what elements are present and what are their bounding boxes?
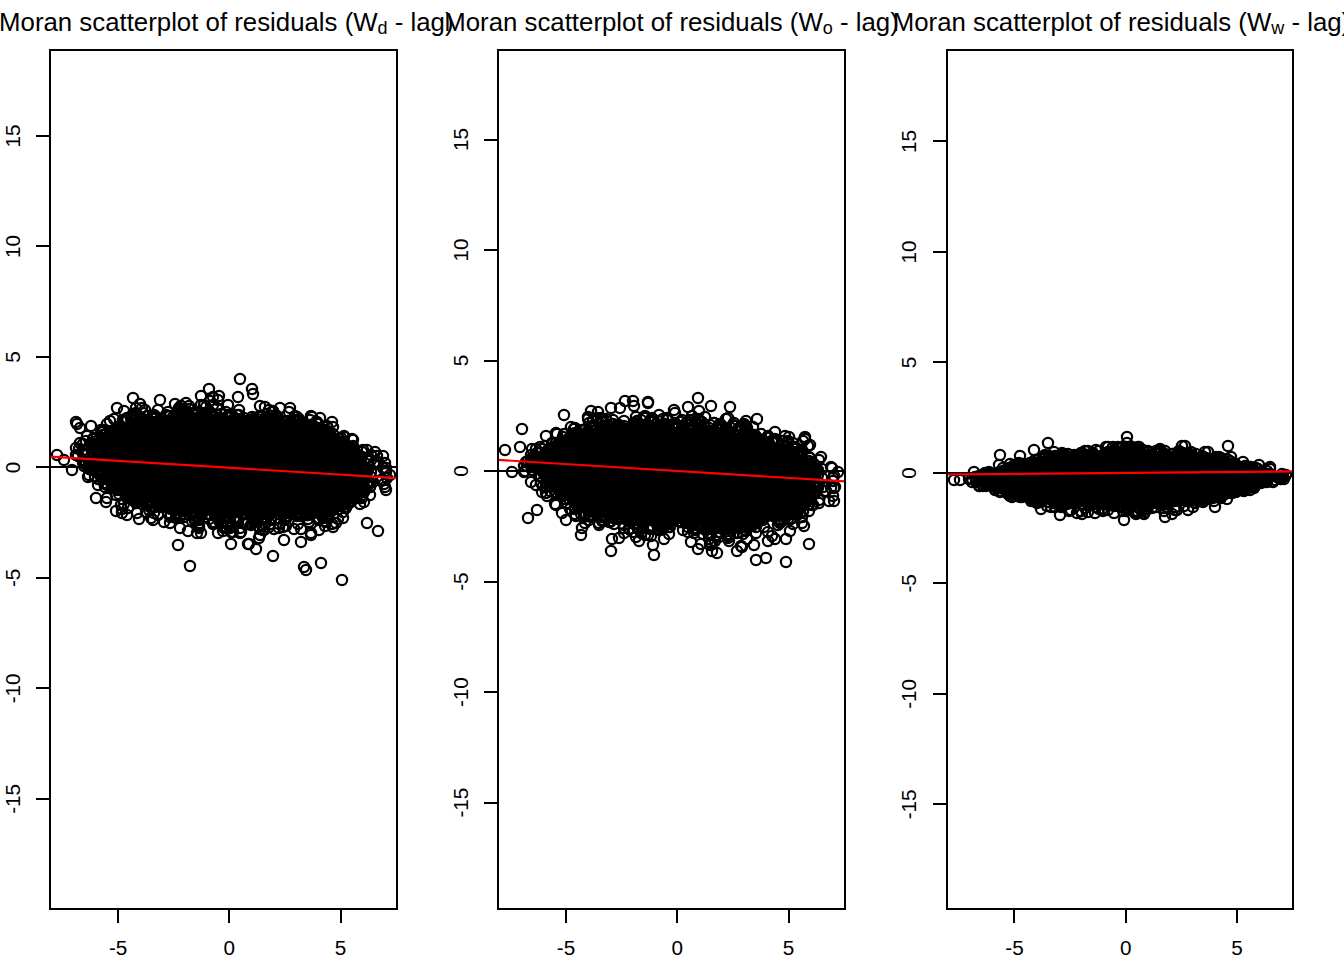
svg-text:-5: -5: [897, 574, 920, 592]
svg-text:0: 0: [1120, 936, 1132, 959]
svg-text:-5: -5: [449, 572, 472, 590]
svg-text:-5: -5: [557, 936, 575, 959]
svg-text:10: 10: [897, 240, 920, 263]
svg-text:-15: -15: [1, 784, 24, 814]
svg-text:15: 15: [897, 130, 920, 153]
svg-text:-10: -10: [1, 673, 24, 703]
svg-text:-5: -5: [109, 936, 127, 959]
svg-text:10: 10: [1, 235, 24, 258]
svg-text:-5: -5: [1, 569, 24, 587]
svg-text:-15: -15: [449, 788, 472, 818]
svg-text:0: 0: [449, 465, 472, 477]
svg-text:-10: -10: [449, 677, 472, 707]
svg-text:-15: -15: [897, 789, 920, 819]
svg-text:0: 0: [1, 462, 24, 474]
svg-text:0: 0: [672, 936, 684, 959]
svg-text:15: 15: [1, 124, 24, 147]
svg-text:5: 5: [897, 357, 920, 369]
svg-text:5: 5: [335, 936, 347, 959]
svg-text:-10: -10: [897, 679, 920, 709]
svg-text:5: 5: [449, 355, 472, 367]
svg-text:0: 0: [224, 936, 236, 959]
svg-text:15: 15: [449, 128, 472, 151]
svg-text:10: 10: [449, 239, 472, 262]
svg-text:0: 0: [897, 467, 920, 479]
svg-text:5: 5: [783, 936, 795, 959]
svg-text:5: 5: [1231, 936, 1243, 959]
svg-text:-5: -5: [1005, 936, 1023, 959]
svg-text:5: 5: [1, 351, 24, 363]
